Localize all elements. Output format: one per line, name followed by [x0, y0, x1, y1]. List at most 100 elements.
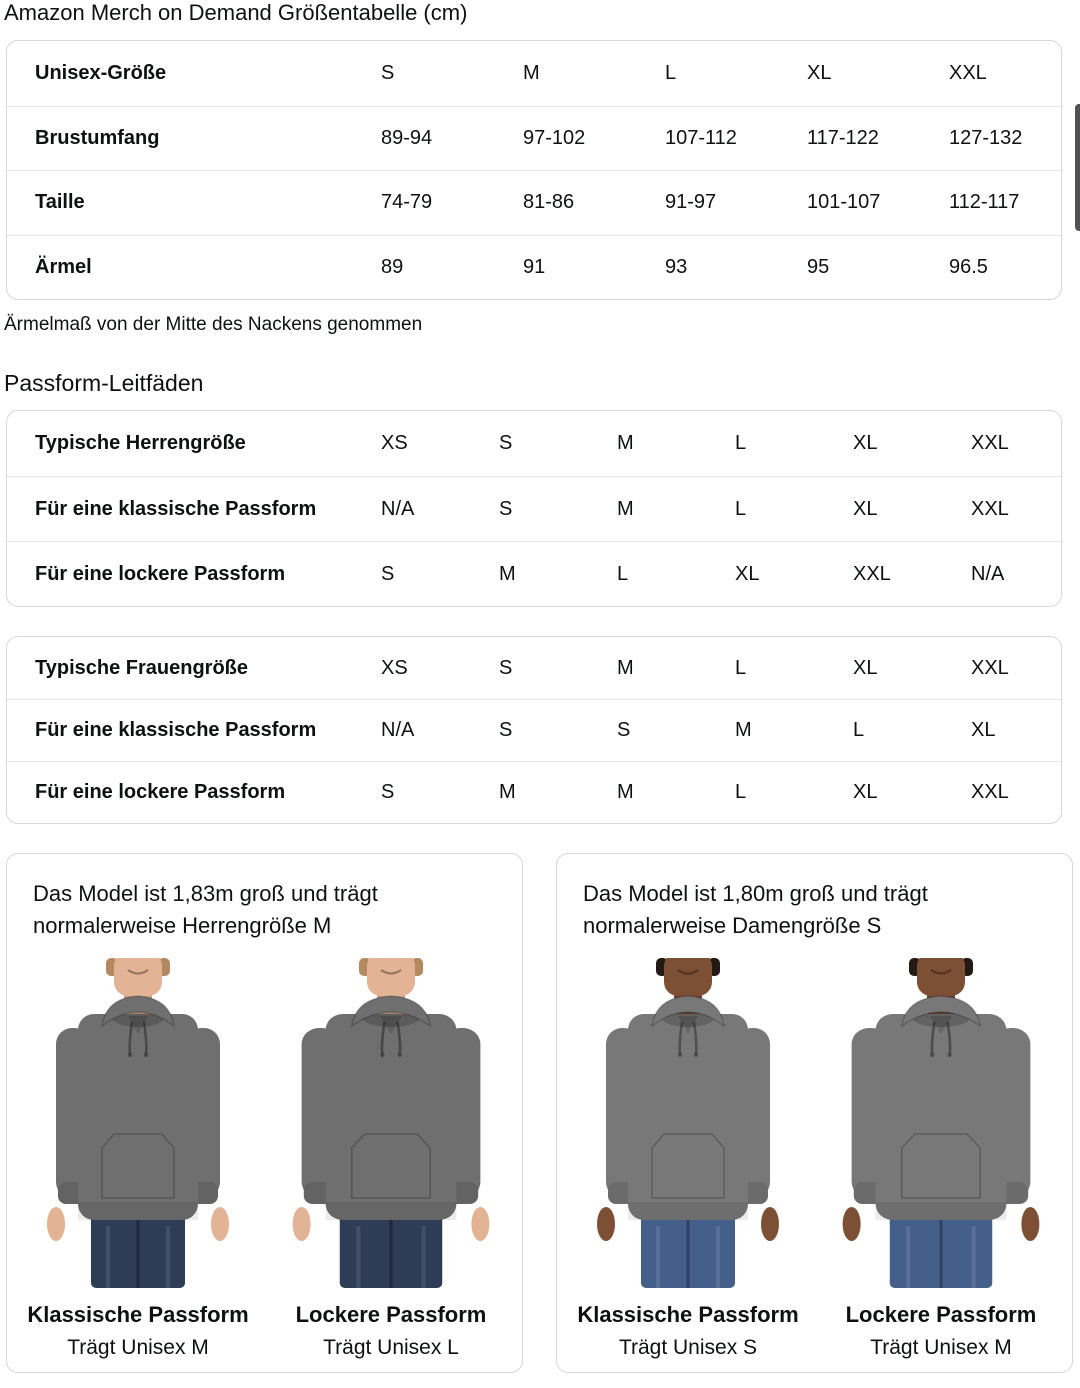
row-label: Für eine klassische Passform — [35, 719, 317, 741]
size-cell: L — [735, 432, 747, 454]
size-cell: XXL — [949, 61, 987, 84]
size-cell: L — [735, 781, 747, 803]
worn-size-label: Trägt Unisex M — [870, 1336, 1012, 1359]
table-row: Typische Frauengröße XS S M L XL XXL — [7, 637, 1061, 699]
page-title: Amazon Merch on Demand Größentabelle (cm… — [4, 0, 468, 25]
model-description: Das Model ist 1,80m groß und trägt norma… — [583, 881, 928, 938]
sleeve-measure-note: Ärmelmaß von der Mitte des Nackens genom… — [4, 314, 423, 335]
size-cell: M — [617, 781, 634, 803]
fit-label: Lockere Passform — [845, 1302, 1037, 1327]
size-cell: L — [853, 719, 865, 741]
model-photos-row: Klassische Passform Trägt Unisex S — [557, 958, 1072, 1360]
size-cell: 91-97 — [665, 191, 717, 214]
row-label: Taille — [35, 191, 85, 214]
size-cell: 112-117 — [949, 191, 1020, 214]
model-caption: Klassische Passform Trägt Unisex M — [27, 1302, 248, 1360]
size-cell: S — [617, 719, 631, 741]
table-row: Ärmel 89 91 93 95 96.5 — [7, 234, 1061, 300]
size-cell: S — [499, 719, 513, 741]
size-cell: 107-112 — [665, 126, 737, 149]
fit-guides-heading: Passform-Leitfäden — [4, 370, 204, 396]
size-cell: XL — [735, 562, 760, 585]
size-cell: 117-122 — [807, 126, 879, 149]
table-row: Typische Herrengröße XS S M L XL XXL — [7, 411, 1061, 476]
size-cell: S — [499, 432, 513, 454]
worn-size-label: Trägt Unisex S — [618, 1336, 758, 1359]
size-cell: XXL — [971, 656, 1009, 679]
size-cell: XL — [971, 719, 996, 741]
size-cell: M — [617, 432, 634, 454]
size-cell: XXL — [853, 562, 891, 585]
worn-size-label: Trägt Unisex L — [323, 1336, 459, 1359]
model-photo — [276, 958, 506, 1288]
size-cell: 89 — [381, 255, 404, 278]
model-caption: Lockere Passform Trägt Unisex L — [296, 1302, 487, 1360]
fit-label: Klassische Passform — [27, 1302, 249, 1327]
size-cell: S — [499, 656, 513, 679]
size-cell: 91 — [523, 255, 546, 278]
size-cell: M — [617, 497, 634, 520]
size-cell: XXL — [971, 781, 1009, 803]
size-cell: 127-132 — [949, 126, 1023, 149]
table-row: Für eine klassische Passform N/A S S M L XL — [7, 699, 1061, 761]
size-cell: 101-107 — [807, 191, 881, 214]
size-cell: XS — [381, 432, 408, 454]
model-photos-row: Klassische Passform Trägt Unisex M — [7, 958, 522, 1360]
row-label: Brustumfang — [35, 126, 160, 149]
size-cell: L — [735, 656, 747, 679]
size-cell: XL — [853, 497, 878, 520]
size-cell: L — [617, 562, 629, 585]
size-cell: S — [381, 562, 395, 585]
model-photo — [23, 958, 253, 1288]
size-cell: XL — [807, 61, 832, 84]
size-cell: 81-86 — [523, 191, 575, 214]
size-cell: L — [735, 497, 747, 520]
model-card-women: Das Model ist 1,80m groß und trägt norma… — [556, 853, 1073, 1373]
model-loose-fit: Lockere Passform Trägt Unisex L — [270, 958, 512, 1360]
row-label: Typische Herrengröße — [35, 432, 246, 454]
table-row: Für eine klassische Passform N/A S M L XL XXL — [7, 476, 1061, 541]
table-row: Unisex-Größe S M L XL XXL — [7, 41, 1061, 106]
scrollbar-thumb[interactable] — [1075, 104, 1080, 231]
row-label: Für eine lockere Passform — [35, 781, 286, 803]
row-label: Unisex-Größe — [35, 61, 167, 84]
model-description: Das Model ist 1,83m groß und trägt norma… — [33, 881, 378, 938]
size-cell: XL — [853, 656, 878, 679]
table-row: Für eine lockere Passform S M L XL XXL N/A — [7, 541, 1061, 606]
model-card-men: Das Model ist 1,83m groß und trägt norma… — [6, 853, 523, 1373]
model-photo — [826, 958, 1056, 1288]
table-row: Brustumfang 89-94 97-102 107-112 117-122 127-… — [7, 105, 1061, 171]
size-cell: XL — [853, 432, 878, 454]
size-cell: S — [381, 61, 395, 84]
size-cell: S — [499, 497, 513, 520]
model-loose-fit: Lockere Passform Trägt Unisex M — [820, 958, 1062, 1360]
model-classic-fit: Klassische Passform Trägt Unisex S — [567, 958, 809, 1360]
size-cell: N/A — [381, 719, 415, 741]
size-cell: M — [499, 781, 516, 803]
table-row: Taille 74-79 81-86 91-97 101-107 112-117 — [7, 170, 1061, 235]
size-cell: XXL — [971, 432, 1009, 454]
size-cell: 74-79 — [381, 191, 433, 214]
size-cell: 95 — [807, 255, 830, 278]
model-classic-fit: Klassische Passform Trägt Unisex M — [17, 958, 259, 1360]
unisex-size-table: Unisex-Größe S M L XL XXL Brustumfang 89-94 97-1… — [6, 40, 1062, 300]
row-label: Typische Frauengröße — [35, 656, 249, 679]
womens-fit-table: Typische Frauengröße XS S M L XL XXL Für eine k… — [6, 636, 1062, 824]
model-photo — [573, 958, 803, 1288]
size-cell: N/A — [381, 497, 415, 520]
model-caption: Lockere Passform Trägt Unisex M — [846, 1302, 1037, 1360]
size-cell: M — [499, 562, 516, 585]
row-label: Ärmel — [35, 255, 92, 278]
size-cell: 97-102 — [523, 126, 586, 149]
size-cell: L — [665, 61, 677, 84]
row-label: Für eine klassische Passform — [35, 497, 317, 520]
table-row: Für eine lockere Passform S M M L XL XXL — [7, 761, 1061, 823]
mens-fit-table: Typische Herrengröße XS S M L XL XXL Für eine k… — [6, 410, 1062, 607]
fit-label: Klassische Passform — [577, 1302, 799, 1327]
size-cell: 93 — [665, 255, 688, 278]
size-cell: S — [381, 781, 395, 803]
model-caption: Klassische Passform Trägt Unisex S — [577, 1302, 798, 1360]
size-cell: M — [523, 61, 540, 84]
worn-size-label: Trägt Unisex M — [67, 1336, 209, 1359]
fit-label: Lockere Passform — [295, 1302, 487, 1327]
